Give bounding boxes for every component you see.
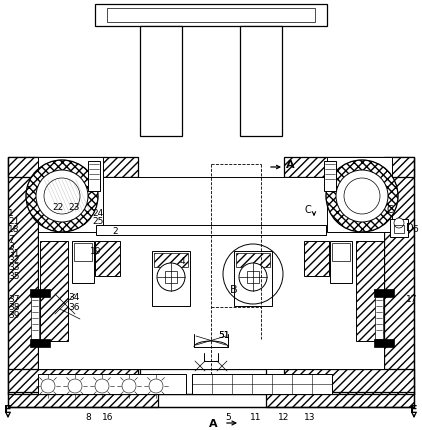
Bar bbox=[40, 241, 68, 341]
Text: 12: 12 bbox=[279, 412, 289, 421]
Text: 34: 34 bbox=[68, 293, 79, 302]
Circle shape bbox=[239, 264, 267, 291]
Bar bbox=[140, 369, 266, 394]
Bar bbox=[394, 225, 404, 233]
Text: 39: 39 bbox=[8, 311, 19, 320]
Text: A: A bbox=[209, 418, 217, 428]
Text: 19: 19 bbox=[90, 247, 102, 256]
Text: 24: 24 bbox=[92, 209, 103, 218]
Text: 7: 7 bbox=[8, 235, 14, 244]
Text: C: C bbox=[387, 205, 393, 215]
Bar bbox=[284, 369, 414, 394]
Text: 2: 2 bbox=[112, 227, 118, 236]
Text: 13: 13 bbox=[304, 412, 316, 421]
Text: A: A bbox=[286, 160, 294, 169]
Bar bbox=[266, 392, 414, 407]
Text: 21: 21 bbox=[8, 217, 19, 226]
Text: 5: 5 bbox=[225, 412, 231, 421]
Text: 33: 33 bbox=[8, 263, 19, 272]
Text: D: D bbox=[406, 222, 414, 233]
Text: 3: 3 bbox=[8, 242, 14, 251]
Text: C: C bbox=[305, 205, 311, 215]
Bar bbox=[72, 241, 94, 283]
Bar bbox=[165, 271, 177, 283]
Bar bbox=[375, 297, 383, 339]
Bar bbox=[356, 241, 384, 341]
Bar bbox=[30, 339, 50, 347]
Circle shape bbox=[157, 264, 185, 291]
Text: 25: 25 bbox=[92, 217, 103, 226]
Bar bbox=[247, 271, 259, 283]
Circle shape bbox=[26, 161, 98, 233]
Bar bbox=[332, 243, 350, 261]
Text: B: B bbox=[230, 284, 238, 294]
Bar bbox=[96, 225, 326, 236]
Circle shape bbox=[36, 171, 88, 222]
Bar bbox=[31, 297, 39, 339]
Bar bbox=[152, 252, 190, 306]
Text: 8: 8 bbox=[85, 412, 91, 421]
Text: 23: 23 bbox=[68, 202, 79, 211]
Text: 16: 16 bbox=[102, 412, 114, 421]
Circle shape bbox=[394, 218, 404, 228]
Text: 35: 35 bbox=[8, 272, 19, 281]
Bar bbox=[390, 219, 408, 237]
Bar bbox=[384, 158, 414, 394]
Bar bbox=[140, 27, 182, 137]
Bar bbox=[192, 374, 332, 394]
Circle shape bbox=[336, 171, 388, 222]
Text: 18: 18 bbox=[8, 225, 19, 234]
Text: E: E bbox=[4, 404, 12, 414]
Text: 38: 38 bbox=[8, 303, 19, 312]
Bar bbox=[304, 241, 329, 276]
Bar bbox=[30, 289, 50, 297]
Bar bbox=[8, 392, 158, 407]
Bar bbox=[38, 374, 186, 394]
Text: 51: 51 bbox=[218, 331, 230, 340]
Bar bbox=[88, 162, 100, 191]
Circle shape bbox=[44, 178, 80, 215]
Bar bbox=[95, 5, 327, 27]
Bar bbox=[95, 241, 120, 276]
Bar bbox=[8, 369, 138, 394]
Bar bbox=[324, 162, 336, 191]
Text: 32: 32 bbox=[8, 256, 19, 265]
Text: 36: 36 bbox=[68, 303, 79, 312]
Circle shape bbox=[344, 178, 380, 215]
Text: 22: 22 bbox=[52, 202, 63, 211]
Bar bbox=[330, 241, 352, 283]
Bar bbox=[38, 178, 384, 369]
Bar bbox=[327, 158, 392, 233]
Text: 37: 37 bbox=[8, 295, 19, 304]
Bar bbox=[74, 243, 92, 261]
Text: 4: 4 bbox=[180, 257, 186, 266]
Bar bbox=[284, 158, 414, 178]
Bar bbox=[8, 158, 138, 178]
Bar bbox=[8, 158, 38, 394]
Text: 11: 11 bbox=[250, 412, 262, 421]
Circle shape bbox=[326, 161, 398, 233]
Bar bbox=[234, 252, 272, 306]
Text: 31: 31 bbox=[8, 249, 19, 258]
Bar bbox=[236, 253, 270, 267]
Text: 17: 17 bbox=[406, 295, 417, 304]
Text: 51: 51 bbox=[218, 331, 230, 340]
Bar bbox=[154, 253, 188, 267]
Bar bbox=[374, 289, 394, 297]
Bar bbox=[38, 158, 103, 233]
Bar bbox=[240, 27, 282, 137]
Bar bbox=[107, 9, 315, 23]
Text: E: E bbox=[410, 404, 418, 414]
Bar bbox=[374, 339, 394, 347]
Text: 6: 6 bbox=[412, 225, 418, 234]
Text: 1: 1 bbox=[8, 208, 14, 217]
